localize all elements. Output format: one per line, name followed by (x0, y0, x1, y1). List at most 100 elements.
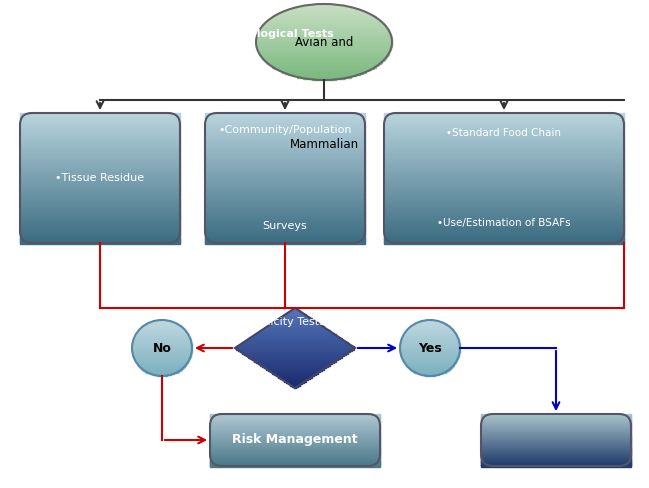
Bar (288, 383, 302, 384)
Bar (20, 219, 180, 221)
Bar (205, 152, 365, 154)
Bar (210, 434, 380, 435)
Bar (404, 361, 456, 362)
Bar (210, 436, 380, 437)
Bar (260, 55, 387, 56)
Bar (210, 458, 380, 459)
Bar (266, 21, 382, 23)
Bar (210, 461, 380, 462)
Bar (148, 372, 176, 373)
Bar (384, 196, 624, 198)
Bar (210, 456, 380, 457)
Bar (384, 116, 624, 119)
Bar (481, 450, 631, 451)
Bar (481, 437, 631, 438)
Bar (384, 228, 624, 230)
Bar (132, 353, 191, 355)
Bar (132, 342, 191, 344)
Bar (210, 427, 380, 428)
Bar (410, 368, 450, 370)
Bar (210, 460, 380, 461)
Bar (384, 113, 624, 115)
Bar (210, 437, 380, 439)
Bar (481, 456, 631, 457)
Bar (20, 183, 180, 185)
Bar (132, 347, 192, 348)
Bar (481, 458, 631, 459)
Bar (205, 214, 365, 216)
Bar (20, 181, 180, 183)
Bar (400, 341, 459, 343)
Bar (276, 374, 314, 376)
Bar (481, 444, 631, 445)
Bar (210, 447, 380, 448)
Bar (205, 142, 365, 144)
Bar (276, 14, 371, 16)
Bar (205, 188, 365, 190)
Bar (210, 443, 380, 445)
Bar (413, 370, 447, 371)
Bar (400, 351, 459, 353)
Bar (269, 19, 379, 20)
Bar (20, 166, 180, 169)
Bar (279, 13, 369, 14)
Bar (280, 377, 310, 379)
Bar (210, 435, 380, 437)
Bar (284, 380, 306, 382)
Bar (246, 354, 344, 356)
Bar (384, 141, 624, 143)
Bar (20, 198, 180, 200)
Bar (210, 454, 380, 455)
Bar (210, 417, 380, 418)
Bar (384, 203, 624, 204)
Bar (150, 373, 174, 374)
Bar (418, 322, 442, 323)
Bar (20, 173, 180, 175)
Bar (143, 325, 180, 327)
Bar (210, 425, 380, 426)
Bar (205, 157, 365, 159)
Bar (481, 464, 631, 465)
Bar (384, 210, 624, 213)
Bar (481, 443, 631, 445)
Bar (210, 427, 380, 429)
Bar (400, 352, 459, 354)
Bar (210, 452, 380, 453)
Bar (481, 439, 631, 441)
Bar (481, 445, 631, 447)
Bar (153, 321, 171, 322)
Bar (260, 28, 387, 30)
Bar (384, 173, 624, 175)
Bar (20, 141, 180, 143)
Bar (262, 365, 328, 367)
Bar (288, 312, 302, 314)
Bar (20, 154, 180, 156)
Bar (244, 353, 346, 355)
Bar (20, 209, 180, 211)
Bar (282, 71, 366, 73)
Bar (400, 353, 459, 355)
Text: Mammalian: Mammalian (289, 138, 358, 150)
Bar (134, 357, 190, 359)
Bar (256, 39, 392, 41)
Bar (284, 314, 306, 316)
Bar (205, 193, 365, 195)
Bar (20, 159, 180, 161)
Bar (205, 168, 365, 170)
Bar (132, 343, 191, 345)
Bar (268, 325, 322, 327)
Bar (205, 121, 365, 123)
Bar (250, 337, 340, 339)
Bar (205, 207, 365, 209)
Bar (286, 381, 304, 383)
Bar (137, 332, 187, 333)
Bar (20, 180, 180, 182)
Bar (409, 367, 451, 369)
Bar (141, 327, 183, 328)
Bar (384, 171, 624, 174)
Bar (20, 142, 180, 144)
Bar (210, 415, 380, 416)
Bar (481, 419, 631, 420)
Bar (290, 310, 300, 312)
Bar (260, 330, 330, 332)
